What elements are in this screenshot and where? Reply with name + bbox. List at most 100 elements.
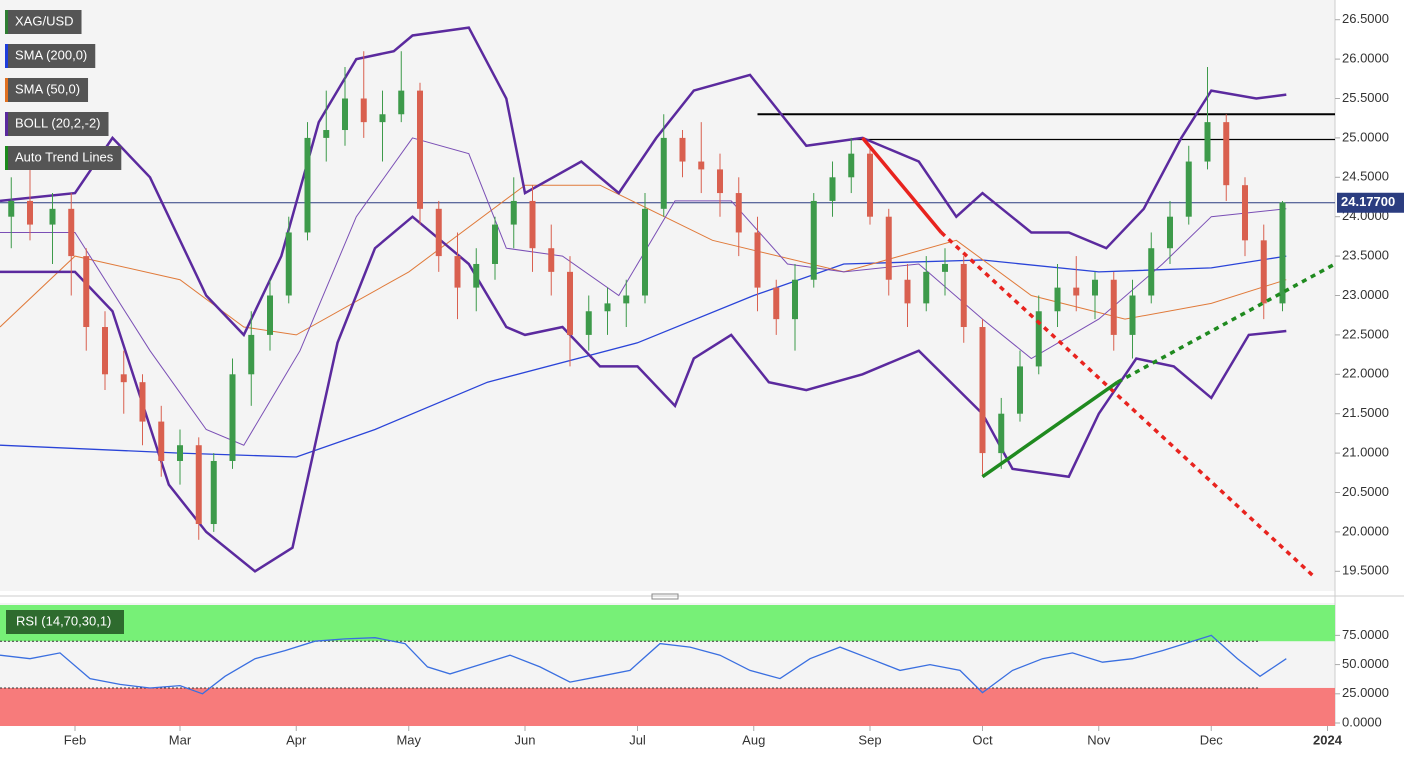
- legend-swatch: [5, 146, 8, 170]
- trend-line: [861, 136, 943, 234]
- candle-body: [698, 161, 705, 170]
- rsi-tick-label: 75.0000: [1342, 627, 1389, 642]
- y-tick-label: 25.5000: [1342, 90, 1389, 105]
- candle-body: [773, 287, 780, 320]
- legend-label: Auto Trend Lines: [15, 149, 114, 164]
- last-price-tag: [1337, 192, 1404, 213]
- y-tick-label: 20.0000: [1342, 523, 1389, 538]
- candle-body: [585, 311, 592, 335]
- candle-body: [810, 200, 817, 280]
- candle-body: [210, 460, 217, 525]
- indicator-line: [0, 184, 1287, 336]
- y-tick-label: 21.5000: [1342, 405, 1389, 420]
- y-tick-label: 21.0000: [1342, 445, 1389, 460]
- candle-body: [567, 271, 573, 335]
- legend-box: [5, 10, 82, 34]
- candle-body: [1035, 311, 1042, 367]
- candle-body: [1092, 279, 1098, 296]
- x-tick-label: 2024: [1313, 732, 1343, 747]
- candle-body: [379, 114, 386, 123]
- legend-swatch: [5, 78, 8, 102]
- candle-body: [139, 382, 146, 422]
- x-tick-label: Apr: [286, 732, 307, 747]
- rsi-label: RSI (14,70,30,1): [16, 613, 111, 628]
- candle-body: [679, 137, 686, 162]
- x-tick-label: Oct: [972, 732, 993, 747]
- indicator-line: [0, 215, 1287, 573]
- candle-body: [867, 153, 873, 217]
- y-tick-label: 26.0000: [1342, 51, 1389, 66]
- candle-body: [960, 263, 967, 328]
- candle-body: [885, 216, 892, 280]
- y-tick-label: 19.5000: [1342, 563, 1389, 578]
- legend-swatch: [5, 44, 8, 68]
- candle-body: [1167, 216, 1173, 249]
- rsi-tick-label: 25.0000: [1342, 685, 1389, 700]
- legend-label: SMA (200,0): [15, 47, 87, 62]
- candle-body: [1017, 366, 1023, 414]
- trend-line-extension: [1116, 262, 1336, 384]
- candle-body: [848, 153, 855, 178]
- candle-body: [529, 200, 536, 249]
- resize-handle[interactable]: [651, 593, 679, 600]
- overbought-zone: [0, 605, 1335, 642]
- x-tick-label: Aug: [742, 732, 765, 747]
- candle-body: [510, 200, 517, 225]
- rsi-tick-label: 0.0000: [1342, 714, 1382, 729]
- candle-body: [660, 137, 667, 209]
- candle-body: [998, 413, 1005, 454]
- candle-body: [267, 295, 273, 335]
- candle-body: [49, 208, 56, 225]
- candle-body: [473, 263, 480, 288]
- x-tick-label: Sep: [858, 732, 881, 747]
- candle-body: [1260, 240, 1267, 304]
- candle-body: [548, 248, 555, 272]
- legend-box: [5, 146, 122, 170]
- candle-body: [360, 98, 367, 123]
- candle-body: [304, 137, 311, 233]
- candle-body: [1242, 185, 1248, 241]
- candle-body: [942, 263, 948, 272]
- indicator-line: [0, 26, 1287, 338]
- candle-body: [1073, 287, 1080, 296]
- candle-body: [229, 374, 236, 461]
- candle-body: [1148, 248, 1155, 296]
- candle-body: [1129, 295, 1136, 335]
- legend-label: SMA (50,0): [15, 81, 80, 96]
- candle-body: [120, 374, 127, 383]
- y-tick-label: 25.0000: [1342, 129, 1389, 144]
- candle-body: [754, 232, 761, 288]
- x-tick-label: Feb: [64, 732, 86, 747]
- y-tick-label: 26.5000: [1342, 11, 1389, 26]
- candle-body: [1054, 287, 1061, 312]
- candle-body: [27, 200, 33, 225]
- y-tick-label: 22.0000: [1342, 366, 1389, 381]
- candle-body: [492, 224, 498, 264]
- candle-body: [1223, 122, 1230, 186]
- candle-body: [829, 177, 836, 201]
- candle-body: [1185, 161, 1192, 217]
- candle-body: [342, 98, 348, 131]
- candle-body: [323, 130, 330, 138]
- x-tick-label: Jun: [515, 732, 536, 747]
- candle-body: [623, 295, 630, 304]
- candle-body: [792, 279, 798, 320]
- x-tick-label: Dec: [1200, 732, 1224, 747]
- y-tick-label: 22.5000: [1342, 326, 1389, 341]
- candle-body: [248, 334, 255, 375]
- y-tick-label: 23.0000: [1342, 287, 1389, 302]
- x-tick-label: Mar: [169, 732, 192, 747]
- candle-body: [923, 271, 930, 304]
- y-tick-label: 23.5000: [1342, 248, 1389, 263]
- trend-line: [981, 380, 1119, 479]
- oversold-zone: [0, 687, 1335, 726]
- candle-body: [979, 327, 986, 454]
- candle-body: [642, 208, 648, 296]
- legend-box: [5, 44, 96, 68]
- candle-body: [195, 445, 202, 525]
- candle-body: [398, 90, 405, 115]
- candle-body: [8, 200, 15, 217]
- trend-line-extension: [940, 231, 1314, 577]
- x-tick-label: May: [396, 732, 421, 747]
